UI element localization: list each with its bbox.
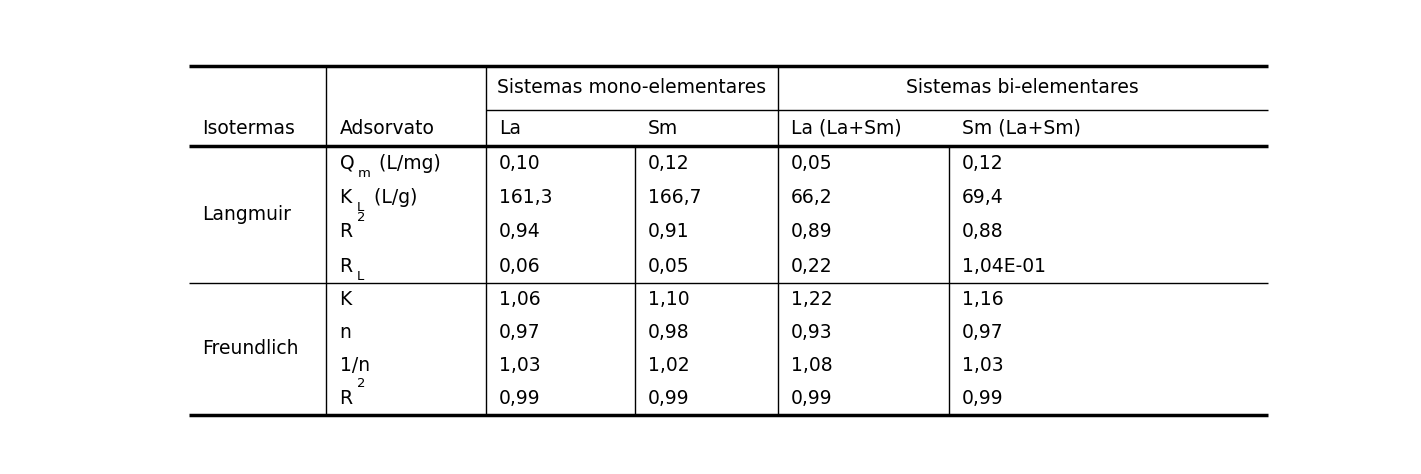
Text: 1,03: 1,03	[499, 356, 541, 375]
Text: Freundlich: Freundlich	[202, 339, 298, 358]
Text: 0,97: 0,97	[962, 323, 1003, 342]
Text: (L/g): (L/g)	[368, 188, 418, 207]
Text: Sistemas mono-elementares: Sistemas mono-elementares	[497, 78, 766, 97]
Text: R: R	[340, 256, 352, 275]
Text: 0,93: 0,93	[791, 323, 833, 342]
Text: 0,91: 0,91	[648, 222, 689, 241]
Text: 1,16: 1,16	[962, 290, 1003, 309]
Text: 0,94: 0,94	[499, 222, 541, 241]
Text: 2: 2	[357, 377, 365, 390]
Text: (L/mg): (L/mg)	[372, 154, 441, 173]
Text: 0,05: 0,05	[648, 256, 689, 275]
Text: 1,04E-01: 1,04E-01	[962, 256, 1046, 275]
Text: R: R	[340, 389, 352, 408]
Text: 1,06: 1,06	[499, 290, 541, 309]
Text: 2: 2	[357, 211, 365, 224]
Text: 1,22: 1,22	[791, 290, 833, 309]
Text: 0,89: 0,89	[791, 222, 833, 241]
Text: 0,22: 0,22	[791, 256, 833, 275]
Text: 0,99: 0,99	[648, 389, 689, 408]
Text: La: La	[499, 118, 522, 137]
Text: 0,98: 0,98	[648, 323, 689, 342]
Text: m: m	[358, 167, 371, 180]
Text: 1,03: 1,03	[962, 356, 1003, 375]
Text: 1/n: 1/n	[340, 356, 369, 375]
Text: 1,08: 1,08	[791, 356, 833, 375]
Text: Sm: Sm	[648, 118, 678, 137]
Text: K: K	[340, 188, 352, 207]
Text: 0,05: 0,05	[791, 154, 833, 173]
Text: R: R	[340, 222, 352, 241]
Text: Sistemas bi-elementares: Sistemas bi-elementares	[907, 78, 1140, 97]
Text: 0,06: 0,06	[499, 256, 541, 275]
Text: Q: Q	[340, 154, 354, 173]
Text: n: n	[340, 323, 351, 342]
Text: 69,4: 69,4	[962, 188, 1003, 207]
Text: 1,10: 1,10	[648, 290, 689, 309]
Text: Langmuir: Langmuir	[202, 205, 291, 224]
Text: 0,99: 0,99	[499, 389, 541, 408]
Text: 0,99: 0,99	[791, 389, 833, 408]
Text: 0,12: 0,12	[648, 154, 689, 173]
Text: 1,02: 1,02	[648, 356, 689, 375]
Text: 0,97: 0,97	[499, 323, 541, 342]
Text: 66,2: 66,2	[791, 188, 833, 207]
Text: Isotermas: Isotermas	[202, 118, 294, 137]
Text: Sm (La+Sm): Sm (La+Sm)	[962, 118, 1080, 137]
Text: L: L	[357, 201, 364, 214]
Text: 161,3: 161,3	[499, 188, 553, 207]
Text: 0,12: 0,12	[962, 154, 1003, 173]
Text: 0,10: 0,10	[499, 154, 541, 173]
Text: L: L	[357, 270, 364, 283]
Text: K: K	[340, 290, 352, 309]
Text: 0,88: 0,88	[962, 222, 1003, 241]
Text: Adsorvato: Adsorvato	[340, 118, 435, 137]
Text: 0,99: 0,99	[962, 389, 1003, 408]
Text: 166,7: 166,7	[648, 188, 702, 207]
Text: La (La+Sm): La (La+Sm)	[791, 118, 902, 137]
